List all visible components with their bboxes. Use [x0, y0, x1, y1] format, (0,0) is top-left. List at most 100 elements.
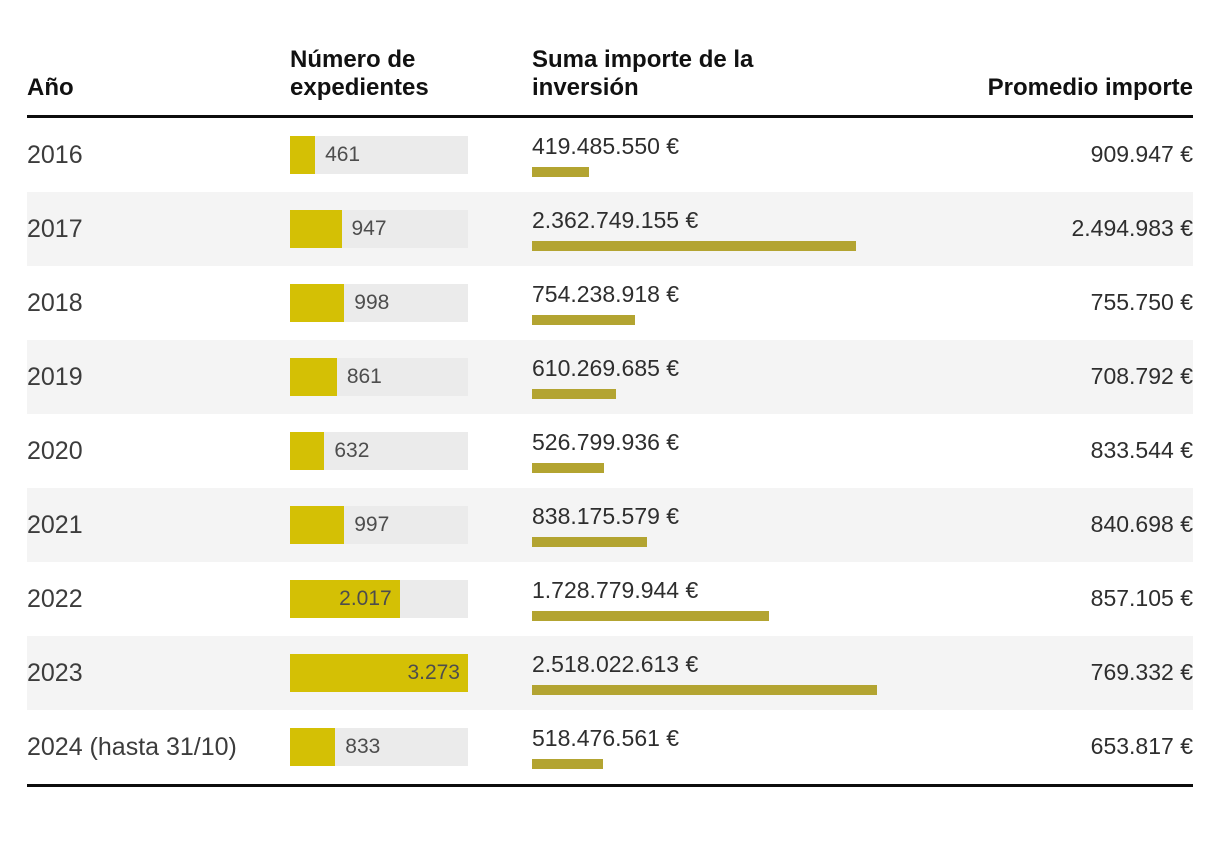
year-cell: 2018 — [27, 288, 83, 317]
expedientes-value: 3.273 — [407, 660, 460, 684]
table-row: 2019 861 610.269.685 € 708.792 € — [27, 339, 1193, 414]
expedientes-bar — [290, 135, 316, 174]
suma-bar — [532, 684, 877, 695]
expedientes-value: 947 — [351, 216, 387, 240]
table-body: 2016 461 419.485.550 € 909.947 € 2017 94… — [27, 118, 1193, 787]
year-cell: 2022 — [27, 584, 83, 613]
expedientes-bar-track: 833 — [290, 727, 468, 766]
expedientes-bar-track: 861 — [290, 357, 468, 396]
suma-value: 526.799.936 € — [532, 428, 680, 455]
year-cell: 2024 (hasta 31/10) — [27, 732, 237, 761]
suma-cell: 1.728.779.944 € — [532, 577, 893, 621]
expedientes-cell: 998 — [290, 283, 532, 322]
suma-value: 610.269.685 € — [532, 354, 680, 381]
suma-value: 2.362.749.155 € — [532, 206, 699, 233]
year-cell: 2020 — [27, 436, 83, 465]
expedientes-bar — [290, 283, 345, 322]
expedientes-bar — [290, 209, 342, 248]
suma-cell: 2.518.022.613 € — [532, 651, 893, 695]
column-header-promedio: Promedio importe — [987, 74, 1193, 102]
table-row: 2020 632 526.799.936 € 833.544 € — [27, 414, 1193, 488]
promedio-value: 708.792 € — [1090, 363, 1193, 390]
expedientes-value: 833 — [345, 734, 381, 758]
column-header-suma: Suma importe de la inversión — [532, 46, 754, 102]
suma-cell: 526.799.936 € — [532, 429, 893, 473]
year-cell: 2016 — [27, 140, 83, 169]
table-row: 2018 998 754.238.918 € 755.750 € — [27, 266, 1193, 340]
expedientes-cell: 997 — [290, 505, 532, 544]
expedientes-cell: 2.017 — [290, 579, 532, 618]
expedientes-cell: 833 — [290, 727, 532, 766]
expedientes-cell: 461 — [290, 135, 532, 174]
suma-bar-wrap: 1.728.779.944 € — [532, 577, 877, 621]
table-row: 2021 997 838.175.579 € 840.698 € — [27, 487, 1193, 562]
promedio-value: 653.817 € — [1090, 733, 1193, 760]
expedientes-value: 2.017 — [339, 586, 392, 610]
expedientes-bar-track: 997 — [290, 505, 468, 544]
promedio-value: 909.947 € — [1090, 141, 1193, 168]
table-row: 2022 2.017 1.728.779.944 € 857.105 € — [27, 562, 1193, 636]
suma-bar — [532, 314, 636, 325]
expedientes-bar-track: 461 — [290, 135, 468, 174]
expedientes-bar-track: 3.273 — [290, 653, 468, 692]
suma-bar-wrap: 610.269.685 € — [532, 355, 877, 399]
suma-value: 419.485.550 € — [532, 132, 680, 159]
suma-bar — [532, 758, 604, 769]
promedio-value: 833.544 € — [1090, 437, 1193, 464]
promedio-value: 857.105 € — [1090, 585, 1193, 612]
suma-value: 1.728.779.944 € — [532, 576, 699, 603]
suma-bar-wrap: 2.518.022.613 € — [532, 651, 877, 695]
expedientes-value: 461 — [325, 142, 361, 166]
expedientes-cell: 947 — [290, 209, 532, 248]
suma-bar-wrap: 526.799.936 € — [532, 429, 877, 473]
expedientes-bar-track: 632 — [290, 431, 468, 470]
suma-cell: 838.175.579 € — [532, 503, 893, 547]
suma-value: 838.175.579 € — [532, 502, 680, 529]
suma-value: 2.518.022.613 € — [532, 650, 699, 677]
expedientes-value: 861 — [346, 364, 382, 388]
expedientes-bar-track: 2.017 — [290, 579, 468, 618]
table-header: Año Número de expedientes Suma importe d… — [27, 46, 1193, 118]
table-row: 2024 (hasta 31/10) 833 518.476.561 € 653… — [27, 710, 1193, 784]
suma-cell: 610.269.685 € — [532, 355, 893, 399]
year-cell: 2021 — [27, 510, 83, 539]
suma-cell: 2.362.749.155 € — [532, 207, 893, 251]
column-header-year: Año — [27, 74, 74, 102]
promedio-value: 840.698 € — [1090, 511, 1193, 538]
year-cell: 2023 — [27, 658, 83, 687]
expedientes-value: 632 — [334, 438, 370, 462]
expedientes-bar — [290, 653, 468, 692]
suma-bar — [532, 240, 856, 251]
expedientes-bar-track: 998 — [290, 283, 468, 322]
expedientes-bar-track: 947 — [290, 209, 468, 248]
year-cell: 2017 — [27, 214, 83, 243]
expedientes-bar — [290, 357, 337, 396]
table-row: 2023 3.273 2.518.022.613 € 769.332 € — [27, 635, 1193, 710]
suma-bar — [532, 388, 616, 399]
suma-value: 754.238.918 € — [532, 280, 680, 307]
suma-bar-wrap: 419.485.550 € — [532, 133, 877, 177]
expedientes-value: 998 — [354, 290, 390, 314]
expedientes-cell: 861 — [290, 357, 532, 396]
promedio-value: 2.494.983 € — [1071, 215, 1193, 242]
promedio-value: 755.750 € — [1090, 289, 1193, 316]
expedientes-cell: 3.273 — [290, 653, 532, 692]
suma-cell: 518.476.561 € — [532, 725, 893, 769]
suma-bar — [532, 462, 605, 473]
expedientes-bar — [290, 727, 336, 766]
suma-value: 518.476.561 € — [532, 724, 680, 751]
suma-cell: 419.485.550 € — [532, 133, 893, 177]
year-cell: 2019 — [27, 362, 83, 391]
suma-cell: 754.238.918 € — [532, 281, 893, 325]
suma-bar-wrap: 838.175.579 € — [532, 503, 877, 547]
suma-bar — [532, 166, 590, 177]
expedientes-bar — [290, 579, 400, 618]
expedientes-bar — [290, 431, 325, 470]
column-header-expedientes: Número de expedientes — [290, 46, 429, 102]
expedientes-cell: 632 — [290, 431, 532, 470]
expedientes-value: 997 — [354, 512, 390, 536]
suma-bar-wrap: 754.238.918 € — [532, 281, 877, 325]
suma-bar-wrap: 2.362.749.155 € — [532, 207, 877, 251]
suma-bar — [532, 536, 647, 547]
